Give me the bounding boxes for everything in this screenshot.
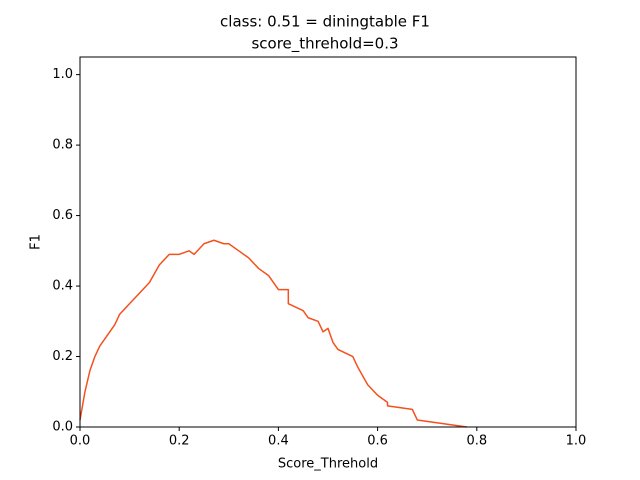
chart-title: class: 0.51 = diningtable F1 <box>220 13 430 31</box>
x-tick-label: 0.8 <box>466 434 487 449</box>
x-tick-label: 1.0 <box>566 434 587 449</box>
x-tick-label: 0.4 <box>268 434 289 449</box>
y-tick-label: 0.0 <box>52 420 73 435</box>
x-axis-label: Score_Threhold <box>278 457 378 472</box>
plot-frame <box>79 56 577 428</box>
y-tick-label: 0.6 <box>52 208 73 223</box>
x-tick-label: 0.6 <box>367 434 388 449</box>
y-tick-label: 0.8 <box>52 138 73 153</box>
x-tick-label: 0.2 <box>169 434 190 449</box>
line <box>79 239 467 428</box>
y-tick-label: 0.4 <box>52 279 73 294</box>
y-tick-label: 1.0 <box>52 67 73 82</box>
y-axis-label: F1 <box>29 234 44 250</box>
chart-subtitle: score_threhold=0.3 <box>251 35 398 54</box>
x-tick-label: 0.0 <box>70 434 91 449</box>
y-tick-label: 0.2 <box>52 349 73 364</box>
